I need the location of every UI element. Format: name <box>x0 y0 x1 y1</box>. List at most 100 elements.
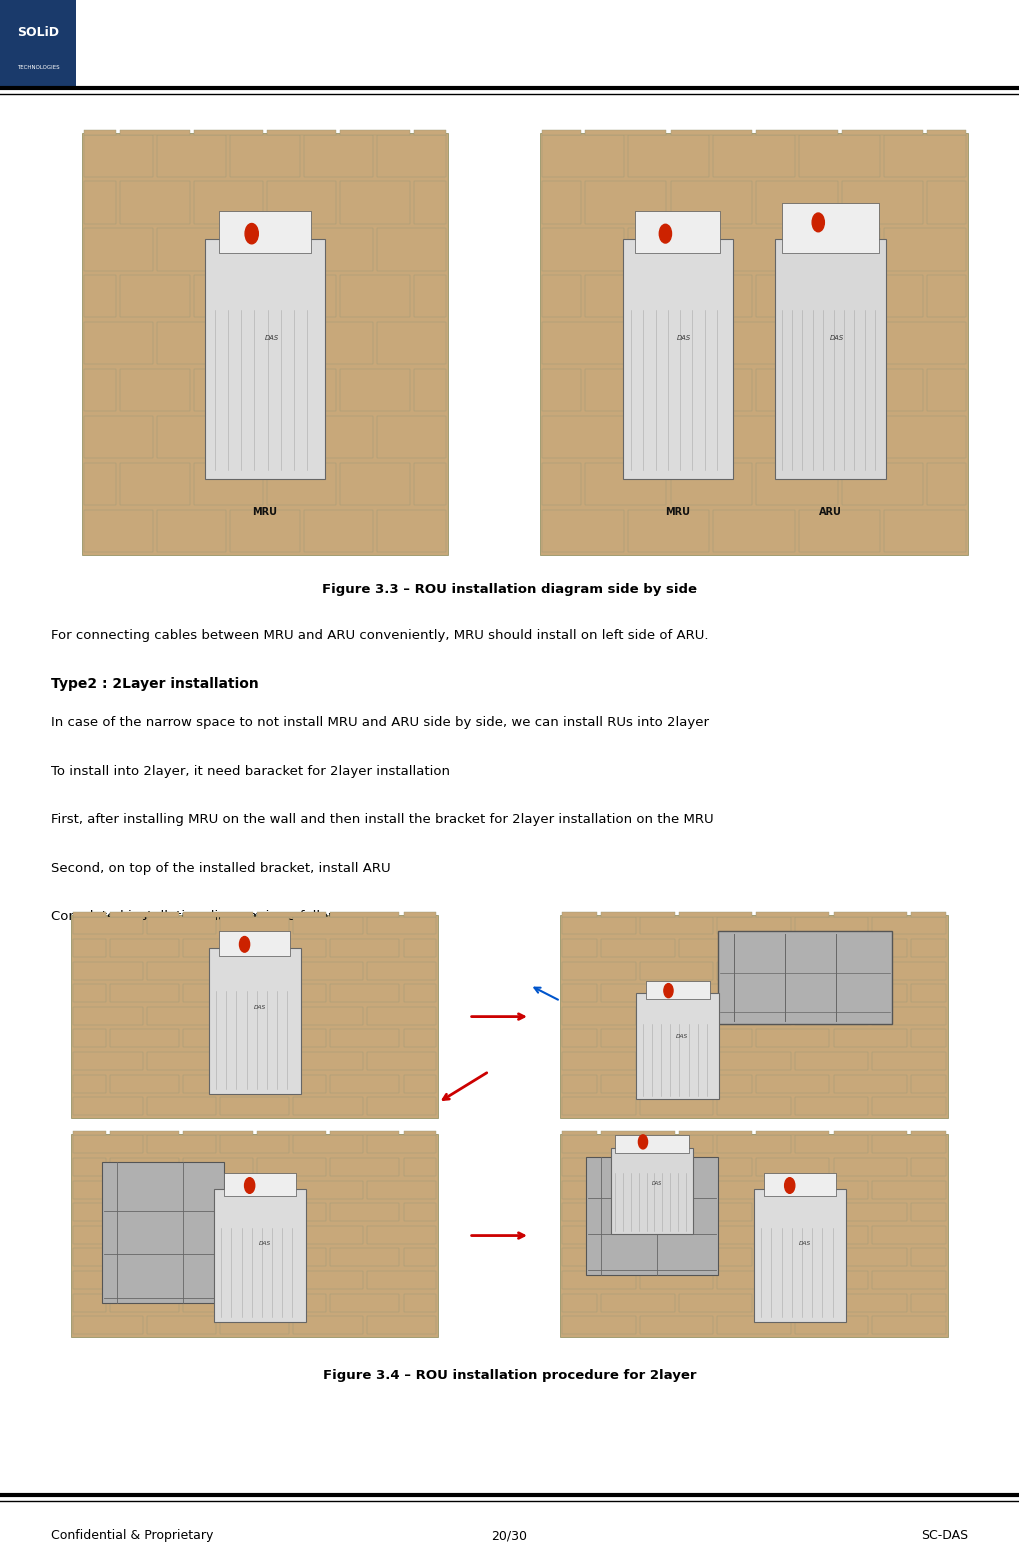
Bar <box>927 369 966 411</box>
Bar <box>911 912 946 917</box>
Bar <box>640 1135 713 1153</box>
Bar <box>795 1181 868 1198</box>
Text: DAS: DAS <box>253 1253 267 1259</box>
Bar <box>601 1074 675 1093</box>
Bar <box>367 1135 436 1153</box>
Bar <box>84 275 116 317</box>
Text: SC-DAS: SC-DAS <box>921 1530 968 1542</box>
Bar <box>562 1074 597 1093</box>
Bar <box>120 463 190 505</box>
Bar <box>756 1074 829 1093</box>
Bar <box>183 1029 253 1048</box>
Text: First, after installing MRU on the wall and then install the bracket for 2layer : First, after installing MRU on the wall … <box>51 813 713 826</box>
Bar <box>73 1131 106 1135</box>
Bar <box>183 1131 253 1135</box>
Bar <box>585 463 666 505</box>
Bar <box>679 1248 752 1267</box>
Bar <box>872 1226 946 1243</box>
Text: To install into 2layer, it need baracket for 2layer installation: To install into 2layer, it need baracket… <box>51 765 450 777</box>
Bar <box>911 1131 946 1135</box>
Bar <box>194 130 263 135</box>
Bar <box>601 1029 675 1048</box>
Bar <box>756 1203 829 1221</box>
Bar <box>220 962 289 979</box>
Bar <box>330 1248 399 1267</box>
Bar <box>756 369 838 411</box>
Bar <box>713 135 795 177</box>
Bar <box>671 181 752 224</box>
Text: For connecting cables between MRU and ARU conveniently, MRU should install on le: For connecting cables between MRU and AR… <box>51 629 708 641</box>
Bar <box>795 1135 868 1153</box>
Bar <box>756 1293 829 1312</box>
Bar <box>679 938 752 957</box>
Bar <box>671 275 752 317</box>
Bar <box>601 938 675 957</box>
Bar <box>834 1203 907 1221</box>
Bar <box>717 1053 791 1070</box>
Bar <box>73 1098 143 1115</box>
FancyBboxPatch shape <box>206 239 324 479</box>
Bar <box>377 135 446 177</box>
Bar <box>717 1226 791 1243</box>
Bar <box>834 1074 907 1093</box>
Bar <box>110 938 179 957</box>
Bar <box>120 181 190 224</box>
Bar <box>73 938 106 957</box>
Bar <box>84 369 116 411</box>
Bar <box>404 1029 436 1048</box>
Bar <box>562 984 597 1003</box>
Bar <box>542 369 581 411</box>
FancyBboxPatch shape <box>219 211 312 253</box>
Bar <box>795 917 868 934</box>
FancyBboxPatch shape <box>754 1189 846 1322</box>
Bar <box>542 463 581 505</box>
Bar <box>795 1098 868 1115</box>
Bar <box>73 984 106 1003</box>
Bar <box>367 917 436 934</box>
Text: TECHNOLOGIES: TECHNOLOGIES <box>17 64 59 69</box>
Bar <box>756 1029 829 1048</box>
Bar <box>414 130 446 135</box>
Bar <box>304 416 373 458</box>
FancyBboxPatch shape <box>71 1134 438 1337</box>
Bar <box>73 1248 106 1267</box>
Bar <box>220 1135 289 1153</box>
Bar <box>562 1007 636 1024</box>
Bar <box>756 938 829 957</box>
Bar <box>404 1131 436 1135</box>
Bar <box>842 369 923 411</box>
Bar <box>147 1135 216 1153</box>
FancyBboxPatch shape <box>775 239 886 479</box>
Bar <box>404 1074 436 1093</box>
Bar <box>220 1007 289 1024</box>
Text: DAS: DAS <box>799 1240 811 1247</box>
Bar <box>640 1226 713 1243</box>
Bar <box>679 1203 752 1221</box>
Bar <box>884 135 966 177</box>
Bar <box>367 1272 436 1289</box>
Text: SOLiD: SOLiD <box>17 27 59 39</box>
Bar <box>73 1007 143 1024</box>
Bar <box>872 1098 946 1115</box>
Bar <box>257 938 326 957</box>
Bar <box>340 463 410 505</box>
Bar <box>157 416 226 458</box>
Bar <box>601 1203 675 1221</box>
Bar <box>367 1226 436 1243</box>
Bar <box>367 1317 436 1334</box>
Bar <box>756 181 838 224</box>
Bar <box>717 1272 791 1289</box>
Bar <box>414 181 446 224</box>
Bar <box>640 1007 713 1024</box>
Bar <box>601 1248 675 1267</box>
FancyBboxPatch shape <box>586 1157 718 1275</box>
Bar <box>330 1029 399 1048</box>
Bar <box>377 228 446 271</box>
Bar <box>404 938 436 957</box>
Bar <box>120 369 190 411</box>
Bar <box>230 510 300 552</box>
Circle shape <box>664 984 673 998</box>
Text: DAS: DAS <box>247 1020 263 1029</box>
Bar <box>842 181 923 224</box>
FancyBboxPatch shape <box>209 948 301 1095</box>
